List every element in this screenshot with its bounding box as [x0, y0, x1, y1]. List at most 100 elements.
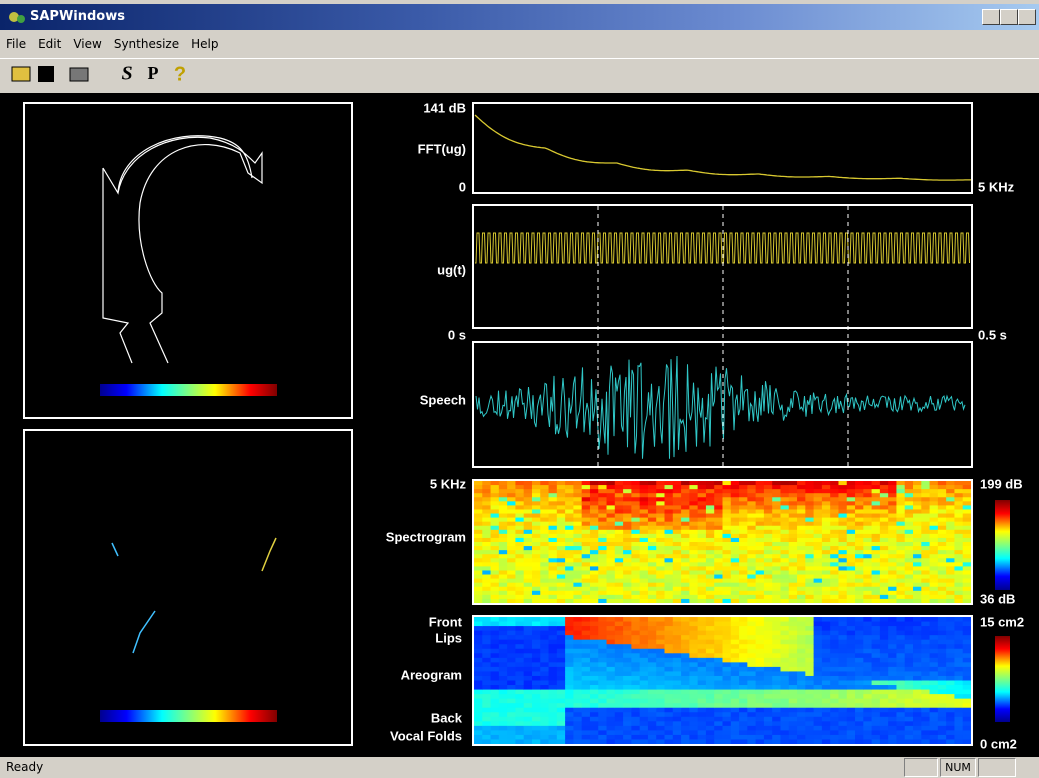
areogram-cell	[954, 658, 963, 663]
spectrogram-cell	[482, 558, 491, 563]
areogram-cell	[954, 721, 963, 726]
spectrogram-cell	[830, 570, 839, 575]
areogram-cell	[963, 694, 972, 699]
areogram-cell	[863, 622, 872, 627]
areogram-cell	[723, 667, 732, 672]
spectrogram-cell	[814, 595, 823, 600]
areogram-cell	[723, 739, 732, 744]
areogram-cell	[872, 694, 881, 699]
areogram-cell	[921, 631, 930, 636]
spectrogram-cell	[681, 566, 690, 571]
spectrogram-cell	[772, 489, 781, 494]
num-indicator: NUM	[940, 758, 976, 777]
spectrogram-cell	[689, 542, 698, 547]
areogram-cell	[698, 662, 707, 667]
areogram-cell	[607, 644, 616, 649]
menu-item[interactable]: View	[67, 34, 107, 54]
areogram-cell	[938, 635, 947, 640]
spectrogram-cell	[863, 558, 872, 563]
spectrogram-cell	[863, 546, 872, 551]
spectrogram-cell	[872, 591, 881, 596]
spectrogram-cell	[648, 566, 657, 571]
spectrogram-cell	[905, 554, 914, 559]
areogram-cell	[582, 649, 591, 654]
spectrogram-cell	[847, 501, 856, 506]
spectrogram-cell	[805, 566, 814, 571]
spectrogram-cell	[499, 599, 508, 604]
spectrogram-cell	[863, 599, 872, 604]
spectrogram-cell	[847, 595, 856, 600]
menu-item[interactable]: Synthesize	[108, 34, 185, 54]
spectrogram-cell	[747, 546, 756, 551]
spectrogram-cell	[863, 562, 872, 567]
areogram-cell	[723, 644, 732, 649]
spectrogram-cell	[656, 575, 665, 580]
spectrogram-cell	[855, 595, 864, 600]
synth-button[interactable]: S	[121, 63, 132, 85]
spectrogram-cell	[482, 566, 491, 571]
spectrogram-cell	[723, 575, 732, 580]
areogram-cell	[805, 708, 814, 713]
areogram-cell	[946, 690, 955, 695]
menu-item[interactable]: File	[0, 34, 32, 54]
spectrogram-cell	[623, 558, 632, 563]
areogram-cell	[681, 717, 690, 722]
spectrogram-cell	[665, 542, 674, 547]
spectrogram-cell	[847, 554, 856, 559]
spectrogram-cell	[565, 595, 574, 600]
close-button[interactable]	[1018, 9, 1036, 25]
help-button[interactable]: ?	[174, 63, 186, 85]
axis-label: 5 KHz	[978, 179, 1015, 194]
spectrogram-cell	[739, 575, 748, 580]
spectrogram-cell	[565, 522, 574, 527]
spectrogram-cell	[540, 591, 549, 596]
areogram-cell	[938, 685, 947, 690]
spectrogram-cell	[573, 554, 582, 559]
minimize-button[interactable]	[982, 9, 1000, 25]
menu-item[interactable]: Help	[185, 34, 224, 54]
areogram-cell	[938, 676, 947, 681]
spectrogram-cell	[946, 599, 955, 604]
areogram-cell	[507, 649, 516, 654]
areogram-cell	[963, 739, 972, 744]
areogram-cell	[573, 676, 582, 681]
spectrogram-cell	[474, 570, 483, 575]
areogram-cell	[847, 676, 856, 681]
menu-item[interactable]: Edit	[32, 34, 67, 54]
areogram-cell	[905, 631, 914, 636]
spectrogram-cell	[673, 526, 682, 531]
spectrogram-cell	[499, 550, 508, 555]
areogram-cell	[706, 626, 715, 631]
spectrogram-cell	[673, 595, 682, 600]
areogram-cell	[482, 635, 491, 640]
areogram-cell	[739, 617, 748, 622]
print-button[interactable]	[70, 68, 88, 81]
maximize-button[interactable]	[1000, 9, 1018, 25]
spectrogram-cell	[689, 509, 698, 514]
param-button[interactable]: P	[148, 63, 159, 83]
areogram-cell	[814, 721, 823, 726]
spectrogram-cell	[789, 481, 798, 486]
spectrogram-cell	[565, 599, 574, 604]
spectrogram-cell	[532, 587, 541, 592]
spectrogram-cell	[673, 501, 682, 506]
spectrogram-cell	[921, 599, 930, 604]
areogram-cell	[731, 699, 740, 704]
toolbar-icons: S P ?	[0, 59, 240, 91]
areogram-cell	[656, 653, 665, 658]
spectrogram-cell	[515, 542, 524, 547]
spectrogram-cell	[921, 595, 930, 600]
save-button[interactable]	[38, 66, 54, 82]
areogram-cell	[689, 653, 698, 658]
open-button[interactable]	[12, 67, 30, 81]
areogram-cell	[747, 690, 756, 695]
spectrogram-cell	[789, 570, 798, 575]
areogram-cell	[499, 721, 508, 726]
areogram-cell	[930, 681, 939, 686]
spectrogram-cell	[913, 566, 922, 571]
spectrogram-cell	[780, 562, 789, 567]
areogram-cell	[582, 726, 591, 731]
spectrogram-cell	[656, 534, 665, 539]
areogram-cell	[607, 730, 616, 735]
spectrogram-cell	[905, 509, 914, 514]
